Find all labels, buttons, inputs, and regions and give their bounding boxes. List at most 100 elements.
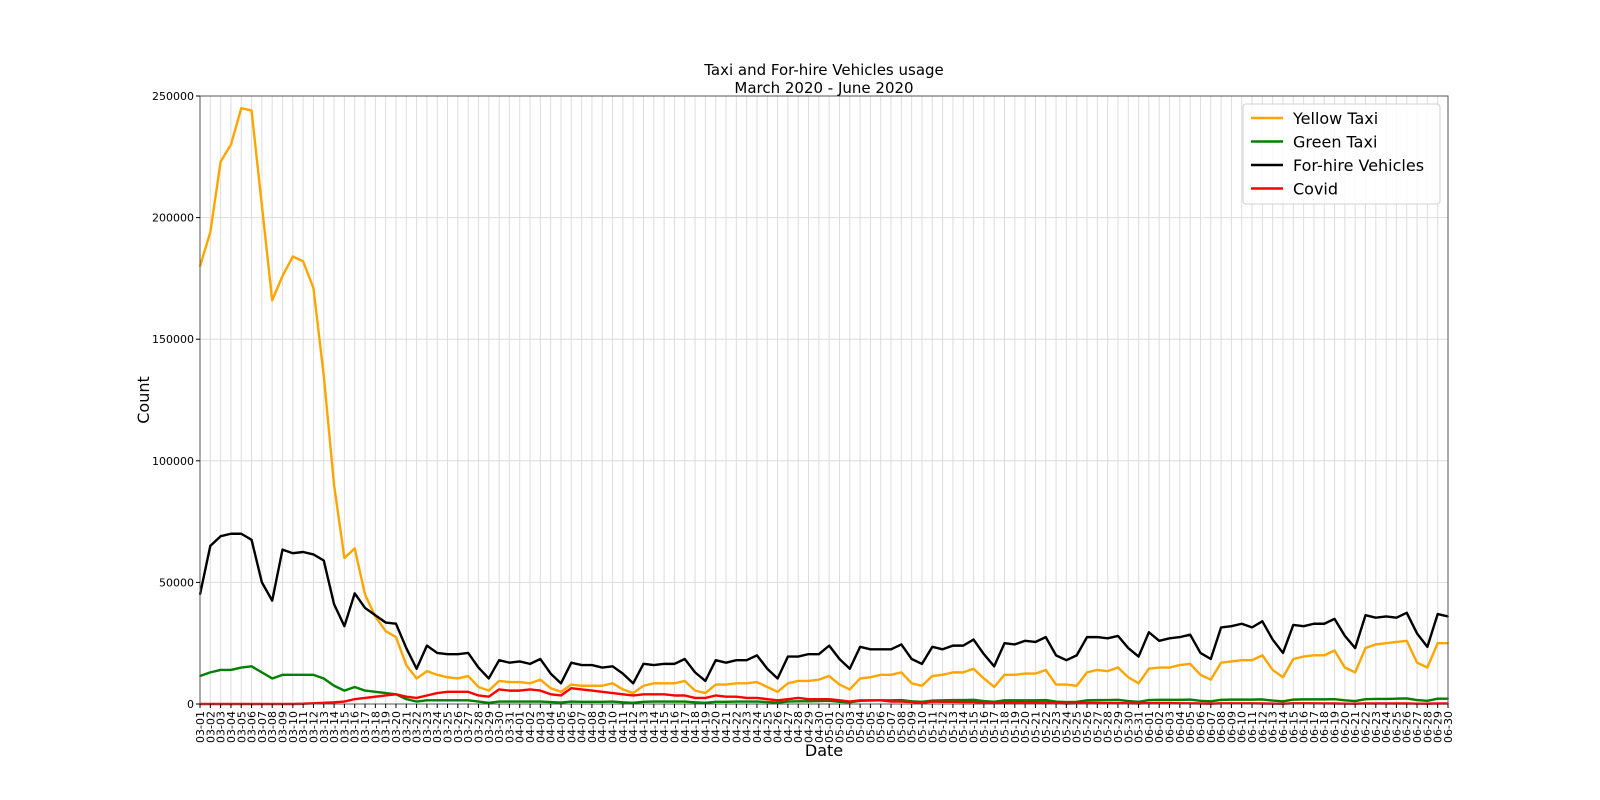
x-tick-label: 06-04 (1174, 711, 1187, 743)
data-point-for-hire-vehicles (797, 655, 800, 658)
data-point-green-taxi (446, 699, 449, 702)
data-point-green-taxi (1364, 698, 1367, 701)
x-tick-label: 05-24 (1060, 711, 1073, 743)
data-point-yellow-taxi (1261, 654, 1264, 657)
data-point-for-hire-vehicles (291, 552, 294, 555)
data-point-covid (1117, 702, 1119, 704)
x-tick-label: 05-03 (844, 711, 857, 743)
data-point-covid (663, 693, 666, 696)
data-point-yellow-taxi (1117, 666, 1119, 669)
plot-frame (199, 95, 1449, 705)
data-point-yellow-taxi (230, 143, 232, 146)
x-tick-label: 05-22 (1040, 711, 1053, 743)
x-tick-label: 03-23 (421, 711, 434, 743)
x-tick-label: 04-19 (699, 711, 712, 743)
data-point-yellow-taxi (1199, 673, 1202, 676)
x-tick-label: 06-18 (1318, 711, 1331, 743)
legend-box (1242, 103, 1441, 205)
x-tick-label: 05-15 (968, 711, 981, 743)
data-point-green-taxi (797, 700, 800, 703)
data-point-covid (374, 695, 377, 698)
x-tick-label: 06-15 (1287, 711, 1300, 743)
data-point-green-taxi (1024, 699, 1027, 702)
data-point-yellow-taxi (1240, 659, 1243, 662)
x-tick-label: 06-01 (1143, 711, 1156, 743)
data-point-covid (353, 698, 356, 701)
data-point-for-hire-vehicles (353, 592, 356, 595)
data-point-green-taxi (353, 686, 356, 688)
data-point-green-taxi (291, 673, 294, 676)
data-point-green-taxi (962, 699, 965, 702)
data-point-yellow-taxi (642, 684, 645, 687)
x-tick-label: 05-30 (1122, 711, 1135, 743)
data-point-green-taxi (570, 700, 573, 703)
x-tick-label: 04-13 (638, 711, 651, 743)
data-point-yellow-taxi (1220, 661, 1222, 664)
series-yellow-taxi (198, 106, 1449, 695)
data-point-green-taxi (1178, 698, 1181, 701)
data-point-covid (529, 688, 531, 691)
data-point-for-hire-vehicles (1292, 624, 1295, 626)
data-point-for-hire-vehicles (745, 659, 748, 662)
data-point-yellow-taxi (1158, 666, 1161, 669)
data-point-green-taxi (1343, 699, 1346, 702)
data-point-green-taxi (1003, 699, 1006, 702)
series-line-yellow-taxi (198, 106, 1448, 695)
data-point-yellow-taxi (1364, 647, 1367, 649)
data-point-yellow-taxi (683, 679, 686, 682)
data-point-for-hire-vehicles (230, 532, 232, 535)
series-line-covid (200, 686, 1448, 706)
series-lines (198, 106, 1449, 706)
data-point-for-hire-vehicles (1405, 611, 1408, 614)
data-point-for-hire-vehicles (694, 671, 696, 674)
data-point-yellow-taxi (1024, 672, 1027, 675)
data-point-green-taxi (250, 665, 253, 668)
data-point-green-taxi (374, 690, 377, 693)
data-point-yellow-taxi (787, 682, 789, 685)
data-point-yellow-taxi (477, 686, 480, 688)
data-point-covid (1055, 702, 1057, 704)
x-tick-label: 03-12 (307, 711, 320, 743)
x-tick-label: 03-19 (380, 711, 393, 743)
data-point-green-taxi (580, 700, 583, 703)
x-tick-label: 03-06 (246, 711, 259, 743)
x-tick-label: 04-24 (751, 711, 764, 743)
data-point-covid (621, 693, 624, 696)
data-point-yellow-taxi (364, 593, 366, 596)
data-point-green-taxi (652, 700, 655, 703)
y-axis-ticks: 0 50000 100000 150000 200000 250000 (152, 90, 200, 711)
data-point-yellow-taxi (508, 681, 511, 684)
data-point-covid (848, 700, 851, 703)
data-point-for-hire-vehicles (487, 677, 490, 680)
data-point-for-hire-vehicles (333, 603, 335, 606)
data-point-covid (735, 695, 738, 698)
data-point-for-hire-vehicles (621, 672, 624, 675)
data-point-yellow-taxi (1065, 683, 1068, 686)
data-point-for-hire-vehicles (1333, 617, 1336, 620)
x-tick-label: 06-12 (1256, 711, 1269, 743)
data-point-green-taxi (1147, 699, 1150, 702)
x-tick-label: 04-27 (782, 711, 795, 743)
x-tick-label: 05-09 (906, 711, 919, 743)
data-point-for-hire-vehicles (209, 545, 212, 547)
data-point-yellow-taxi (1416, 661, 1418, 664)
x-tick-label: 03-16 (349, 711, 362, 743)
data-point-yellow-taxi (1323, 654, 1326, 657)
data-point-for-hire-vehicles (415, 667, 418, 670)
x-tick-label: 03-02 (204, 711, 217, 743)
data-point-covid (931, 700, 934, 703)
data-point-yellow-taxi (1034, 672, 1037, 675)
data-point-yellow-taxi (312, 287, 315, 290)
data-point-covid (560, 694, 562, 697)
x-tick-label: 04-15 (658, 711, 671, 743)
data-point-covid (828, 698, 831, 701)
data-point-for-hire-vehicles (1313, 622, 1315, 625)
data-point-covid (405, 695, 408, 698)
x-tick-label: 06-06 (1194, 711, 1207, 743)
data-point-for-hire-vehicles (518, 660, 521, 663)
x-tick-label: 04-14 (648, 711, 661, 743)
data-point-for-hire-vehicles (972, 638, 975, 641)
data-point-covid (333, 701, 335, 704)
data-point-yellow-taxi (1147, 667, 1150, 670)
